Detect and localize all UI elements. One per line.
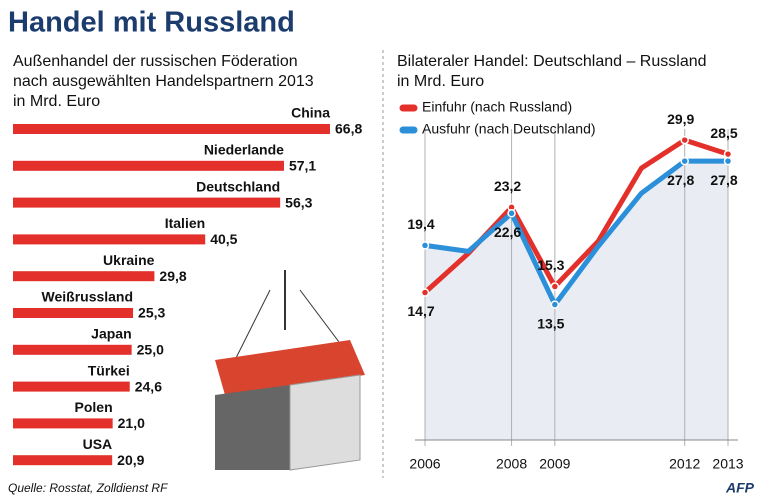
data-label: 15,3 bbox=[537, 257, 564, 273]
data-label: 13,5 bbox=[537, 315, 564, 331]
bar-category-label: Italien bbox=[165, 215, 205, 231]
data-point bbox=[550, 282, 560, 291]
bar-category-label: Ukraine bbox=[103, 252, 155, 268]
data-label: 27,8 bbox=[667, 172, 694, 188]
data-label: 23,2 bbox=[494, 178, 521, 194]
bar bbox=[13, 160, 284, 171]
x-tick-label: 2009 bbox=[539, 456, 570, 472]
bar bbox=[13, 308, 134, 318]
data-label: 19,4 bbox=[407, 216, 434, 232]
data-point bbox=[680, 135, 689, 145]
data-label: 28,5 bbox=[710, 125, 737, 141]
bar-value-label: 25,3 bbox=[138, 305, 165, 321]
legend-label: Ausfuhr (nach Deutschland) bbox=[422, 121, 596, 137]
bar-category-label: China bbox=[291, 105, 330, 121]
data-label: 29,9 bbox=[667, 111, 694, 127]
bar-category-label: Polen bbox=[75, 399, 113, 415]
bar-category-label: Türkei bbox=[88, 362, 130, 378]
subtitle: Bilateraler Handel: Deutschland – Russla… bbox=[397, 53, 707, 70]
subtitle: nach ausgewählten Handelspartnern 2013 bbox=[13, 73, 314, 90]
data-point bbox=[550, 300, 560, 309]
bar-category-label: Niederlande bbox=[204, 142, 284, 158]
bar bbox=[13, 344, 132, 355]
container-illustration bbox=[215, 270, 365, 471]
bar bbox=[13, 418, 113, 429]
data-label: 22,6 bbox=[494, 224, 521, 240]
data-point bbox=[680, 156, 689, 166]
x-tick-label: 2013 bbox=[712, 456, 743, 472]
series-line bbox=[424, 158, 728, 308]
area-fill bbox=[425, 161, 728, 440]
x-tick-label: 2008 bbox=[496, 456, 527, 472]
bar-value-label: 29,8 bbox=[159, 268, 186, 284]
bar bbox=[13, 197, 281, 208]
bar-value-label: 20,9 bbox=[117, 452, 144, 468]
bar-value-label: 24,6 bbox=[135, 378, 162, 394]
bar-value-label: 66,8 bbox=[335, 121, 362, 137]
x-tick-label: 2006 bbox=[409, 456, 440, 472]
logo: AFP bbox=[725, 480, 755, 496]
data-label: 14,7 bbox=[407, 303, 434, 319]
data-point bbox=[507, 209, 516, 218]
legend-label: Einfuhr (nach Russland) bbox=[422, 99, 572, 115]
bar-value-label: 57,1 bbox=[289, 158, 316, 174]
bar bbox=[13, 381, 130, 392]
bar-value-label: 56,3 bbox=[285, 194, 312, 210]
bar bbox=[13, 455, 113, 466]
bar-category-label: Japan bbox=[91, 326, 131, 342]
bar-value-label: 21,0 bbox=[118, 415, 145, 431]
bar bbox=[13, 271, 155, 282]
bar-value-label: 25,0 bbox=[137, 342, 164, 358]
page-title: Handel mit Russland bbox=[8, 7, 295, 39]
bar-category-label: USA bbox=[83, 436, 113, 452]
data-point bbox=[723, 149, 733, 159]
subtitle: in Mrd. Euro bbox=[397, 73, 484, 90]
bar-category-label: Deutschland bbox=[196, 178, 280, 194]
bar-value-label: 40,5 bbox=[210, 231, 237, 247]
x-tick-label: 2012 bbox=[669, 456, 700, 472]
bar bbox=[13, 124, 330, 134]
data-label: 27,8 bbox=[710, 172, 737, 188]
data-point bbox=[420, 288, 430, 297]
bar bbox=[13, 234, 206, 245]
subtitle: Außenhandel der russischen Föderation bbox=[13, 53, 298, 70]
subtitle: in Mrd. Euro bbox=[13, 93, 100, 110]
data-point bbox=[723, 156, 733, 166]
bar-category-label: Weißrussland bbox=[42, 289, 134, 305]
data-point bbox=[420, 241, 430, 250]
source: Quelle: Rosstat, Zolldienst RF bbox=[8, 481, 168, 495]
